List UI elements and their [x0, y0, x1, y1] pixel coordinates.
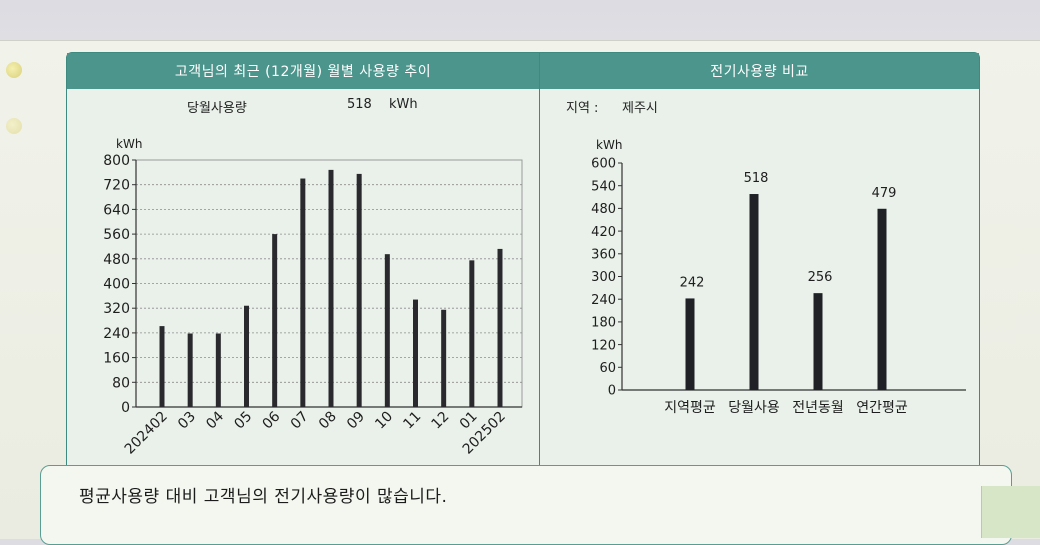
current-usage-label: 당월사용량: [187, 101, 247, 116]
y-tick-label: 480: [591, 202, 616, 217]
chart-bar: [244, 305, 249, 407]
y-tick-label: 0: [608, 384, 616, 399]
chart-bar: [272, 234, 278, 407]
data-label: 242: [680, 275, 705, 290]
y-tick-label: 320: [103, 301, 130, 317]
chart-bar: [384, 254, 390, 407]
current-usage-value: 518: [347, 97, 372, 112]
y-tick-label: 300: [591, 270, 616, 285]
chart-bar: [159, 326, 165, 407]
current-usage-unit: kWh: [389, 97, 418, 112]
binder-hole: [6, 118, 22, 134]
y-tick-label: 360: [591, 247, 616, 262]
chart-bar: [497, 248, 503, 407]
x-tick-label: 04: [203, 408, 227, 432]
chart-bar: [356, 173, 362, 407]
x-tick-label: 05: [231, 409, 255, 433]
region-label: 지역 :: [566, 101, 599, 116]
x-tick-label: 연간평균: [856, 400, 908, 416]
chart-bar: [749, 194, 759, 390]
x-tick-label: 09: [344, 409, 368, 433]
y-tick-label: 80: [112, 375, 130, 391]
x-tick-label: 07: [288, 409, 312, 433]
x-tick-label: 12: [429, 409, 453, 433]
binder-hole: [6, 62, 22, 78]
y-tick-label: 540: [591, 179, 616, 194]
chart-bar: [813, 293, 823, 390]
chart-bar: [441, 309, 447, 407]
y-tick-label: 240: [591, 293, 616, 308]
y-tick-label: 0: [121, 400, 130, 416]
chart-bar: [215, 333, 221, 407]
usage-message: 평균사용량 대비 고객님의 전기사용량이 많습니다.: [79, 487, 448, 507]
side-strip: [981, 486, 1040, 538]
y-tick-label: 120: [591, 338, 616, 353]
chart-bar: [469, 260, 475, 407]
y-tick-label: 640: [103, 202, 130, 218]
x-tick-label: 전년동월: [792, 400, 844, 416]
chart-bar: [328, 169, 334, 407]
data-label: 479: [872, 186, 897, 201]
y-axis-unit: kWh: [596, 138, 622, 152]
x-tick-label: 11: [400, 409, 424, 433]
y-tick-label: 800: [103, 153, 130, 169]
monthly-usage-panel: 고객님의 최근 (12개월) 월별 사용량 추이 당월사용량 518 kWh: [66, 52, 540, 482]
data-label: 256: [808, 270, 833, 285]
y-tick-label: 60: [599, 361, 616, 376]
x-tick-label: 06: [260, 408, 284, 432]
monthly-usage-title: 고객님의 최근 (12개월) 월별 사용량 추이: [67, 53, 539, 89]
x-tick-label: 10: [372, 409, 396, 433]
y-tick-label: 160: [103, 351, 130, 367]
y-tick-label: 240: [103, 326, 130, 342]
chart-bar: [187, 333, 193, 407]
x-tick-label: 03: [175, 409, 199, 433]
y-tick-label: 180: [591, 316, 616, 331]
chart-bar: [877, 208, 887, 390]
x-tick-label: 당월사용: [728, 400, 780, 416]
y-tick-label: 720: [103, 178, 130, 194]
usage-comparison-title: 전기사용량 비교: [540, 53, 979, 89]
x-tick-label: 08: [316, 409, 340, 433]
y-tick-label: 560: [103, 227, 130, 243]
y-axis-unit: kWh: [116, 137, 142, 151]
x-tick-label: 지역평균: [664, 400, 716, 416]
y-tick-label: 480: [103, 252, 130, 268]
message-box: 평균사용량 대비 고객님의 전기사용량이 많습니다.: [40, 465, 1012, 545]
y-tick-label: 600: [591, 157, 616, 172]
chart-bar: [413, 299, 418, 407]
chart-bar: [685, 298, 695, 390]
y-tick-label: 420: [591, 225, 616, 240]
data-label: 518: [744, 171, 769, 186]
y-tick-label: 400: [103, 277, 130, 293]
region-value: 제주시: [622, 101, 658, 116]
chart-bar: [300, 178, 306, 407]
